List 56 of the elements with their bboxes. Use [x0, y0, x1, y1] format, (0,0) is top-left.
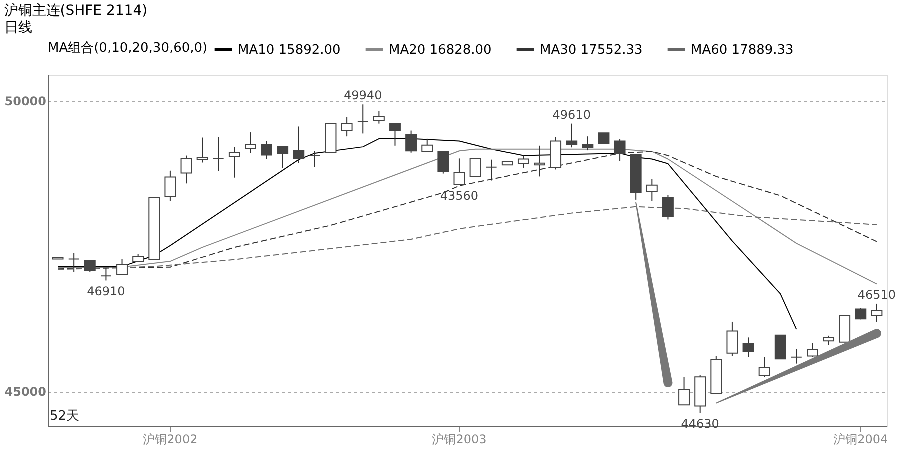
candlestick [180, 155, 192, 184]
candlestick [662, 194, 674, 220]
candlestick [598, 132, 610, 144]
candlestick [390, 123, 401, 146]
candlestick [566, 123, 578, 148]
candlestick [164, 170, 176, 202]
candlestick [422, 138, 434, 152]
candlestick [758, 356, 770, 378]
candlestick [293, 126, 305, 164]
candlestick [245, 132, 256, 154]
candlestick [742, 337, 754, 358]
x-tick-label: 沪铜2002 [143, 432, 198, 446]
candlestick [228, 146, 240, 178]
annotation: 49610 [552, 108, 591, 122]
candlestick [726, 321, 738, 357]
candlestick [486, 159, 498, 182]
candlestick [309, 150, 321, 168]
annotation: 43560 [440, 188, 479, 203]
candlestick [807, 342, 818, 358]
candlestick [277, 146, 289, 168]
annotation: 46510 [858, 288, 896, 302]
candlestick [212, 136, 224, 172]
legend-label: MA20 16828.00 [389, 42, 492, 58]
candlestick [438, 151, 450, 174]
candlestick [871, 303, 883, 322]
chart-title: 沪铜主连(SHFE 2114) [4, 3, 148, 19]
candlestick [823, 335, 835, 346]
y-tick-label: 50000 [4, 94, 46, 109]
candlestick [341, 116, 353, 138]
legend-title: MA组合(0,10,20,30,60,0) [48, 41, 208, 56]
y-tick-label: 45000 [4, 385, 46, 400]
candlestick [774, 334, 786, 360]
x-tick-label: 沪铜2004 [834, 432, 888, 446]
candlestick [357, 104, 369, 134]
candlestick [518, 155, 530, 168]
candlestick [646, 178, 658, 202]
candlestick [470, 158, 482, 178]
x-tick-label: 沪铜2003 [432, 432, 487, 446]
candlestick [116, 258, 128, 276]
legend-label: MA30 17552.33 [540, 42, 643, 58]
candlestick [373, 110, 385, 124]
candlestick [454, 158, 466, 186]
candlestick [261, 140, 272, 160]
candlestick [84, 260, 96, 272]
line-series [58, 206, 878, 270]
annotation: 52天 [50, 409, 80, 424]
annotation: 46910 [87, 284, 126, 299]
candlestick [790, 348, 802, 364]
candlestick [406, 130, 418, 154]
candlestick [678, 376, 690, 406]
chart-subtitle: 日线 [4, 20, 32, 36]
annotation: 49940 [344, 88, 382, 103]
candlestick [582, 136, 594, 152]
legend-label: MA10 15892.00 [238, 42, 341, 58]
candlestick [196, 137, 208, 164]
legend-label: MA60 17889.33 [691, 42, 794, 58]
